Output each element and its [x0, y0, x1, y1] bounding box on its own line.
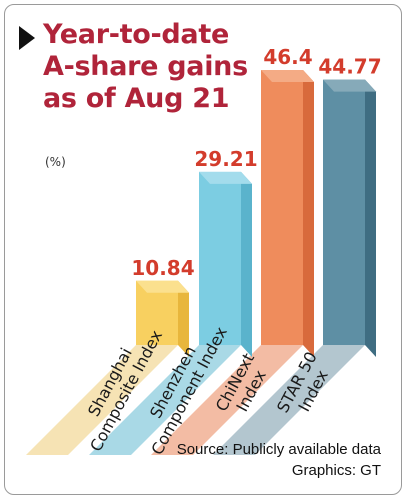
bar-top-face — [261, 70, 314, 82]
infographic-frame: Year-to-date A-share gains as of Aug 21 … — [4, 4, 402, 495]
bar-top-face — [136, 280, 189, 293]
graphics-credit: Graphics: GT — [291, 462, 381, 479]
source-note: Source: Publicly available data — [176, 441, 381, 458]
bar-side-face — [241, 171, 252, 357]
bar-side-face — [178, 280, 189, 357]
data-label: 29.21 — [194, 147, 257, 171]
unit-label: (%) — [45, 155, 66, 169]
data-label: 46.4 — [263, 45, 312, 69]
data-label: 44.77 — [318, 55, 381, 79]
bar — [323, 79, 365, 346]
bar-base-band — [213, 345, 365, 455]
bar — [199, 171, 241, 345]
bar-side-face — [365, 79, 376, 358]
chart-title: Year-to-date A-share gains as of Aug 21 — [43, 19, 248, 114]
bar-side-face — [303, 70, 314, 357]
bar — [261, 70, 303, 345]
bar-base-band — [26, 345, 178, 455]
bar-base-band — [89, 345, 241, 455]
bar-base-band — [151, 345, 303, 455]
bar-top-face — [323, 79, 376, 92]
data-label: 10.84 — [131, 256, 194, 280]
bar-top-face — [199, 171, 252, 184]
triangle-arrow-icon — [19, 26, 35, 50]
